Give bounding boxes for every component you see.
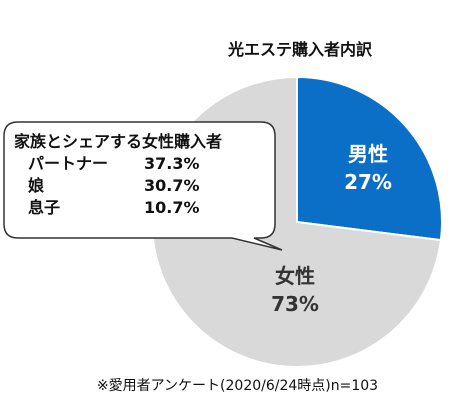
annotation-row: パートナー 37.3% — [14, 153, 274, 175]
annotation-text: 家族とシェアする女性購入者 パートナー 37.3% 娘 30.7% 息子 10.… — [14, 131, 274, 219]
slice-label-female: 女性 73% — [255, 262, 335, 318]
annotation-title: 家族とシェアする女性購入者 — [14, 132, 223, 151]
chart-title: 光エステ購入者内訳 — [227, 40, 372, 59]
slice-name-male: 男性 — [348, 142, 388, 166]
annotation-row-value: 37.3% — [144, 154, 200, 173]
footnote: ※愛用者アンケート(2020/6/24時点)n=103 — [96, 378, 379, 394]
annotation-row-value: 10.7% — [144, 198, 200, 217]
annotation-row: 娘 30.7% — [14, 175, 274, 197]
slice-name-female: 女性 — [275, 264, 315, 288]
annotation-row: 息子 10.7% — [14, 197, 274, 219]
annotation-row-name: 息子 — [28, 198, 61, 217]
slice-value-male: 27% — [344, 170, 392, 194]
annotation-row-value: 30.7% — [144, 176, 200, 195]
slice-label-male: 男性 27% — [328, 140, 408, 196]
annotation-row-name: 娘 — [28, 176, 45, 195]
slice-value-female: 73% — [271, 292, 319, 316]
annotation-callout-box — [3, 121, 283, 251]
annotation-row-name: パートナー — [28, 154, 109, 173]
pie-slice-male — [296, 75, 443, 242]
